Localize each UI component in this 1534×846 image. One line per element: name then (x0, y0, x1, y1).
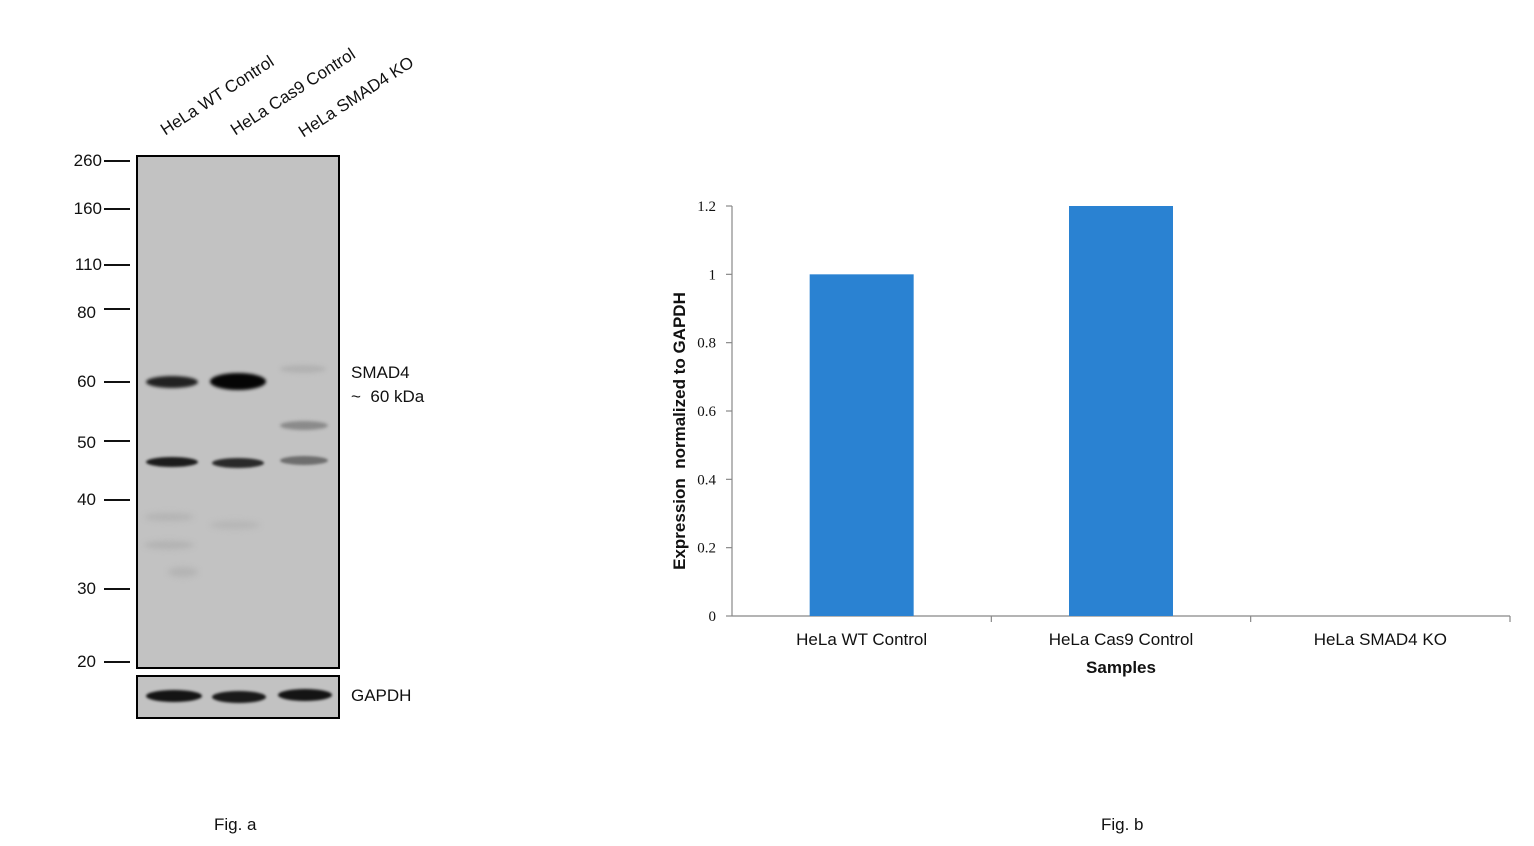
mw-label-60: 60 (77, 372, 96, 391)
mw-label-80: 80 (77, 303, 96, 322)
mw-tick (104, 661, 130, 663)
band-46kda-ko (280, 456, 328, 465)
band-smad4-cas9 (210, 373, 266, 390)
band-gapdh-wt (146, 690, 202, 702)
mw-tick (104, 381, 130, 383)
band-nonspecific-ko (280, 421, 328, 430)
band-gapdh-ko (278, 689, 332, 701)
bar (809, 274, 914, 616)
mw-label-50: 50 (77, 433, 96, 452)
band-smear (144, 541, 194, 549)
mw-tick (104, 208, 130, 210)
mw-tick (104, 160, 130, 162)
mw-tick (104, 440, 130, 442)
y-tick-label: 0 (709, 609, 717, 625)
band-smear (144, 513, 194, 521)
band-46kda-cas9 (212, 458, 264, 468)
x-tick-label: HeLa SMAD4 KO (1314, 630, 1447, 649)
mw-label-260: 260 (73, 151, 102, 170)
band-smear (210, 521, 260, 529)
mw-label-30: 30 (77, 579, 96, 598)
figure-b-caption: Fig. b (1101, 815, 1144, 834)
y-tick-label: 0.8 (697, 336, 716, 352)
x-tick-label: HeLa Cas9 Control (1049, 630, 1194, 649)
mw-tick (104, 264, 130, 266)
y-tick-label: 1.2 (697, 199, 716, 215)
mw-tick (104, 308, 130, 310)
y-tick-label: 0.2 (697, 541, 716, 557)
target-label: SMAD4 (351, 363, 410, 382)
band-smad4-wt (146, 376, 198, 388)
gapdh-blot-image (136, 675, 340, 719)
mw-label-40: 40 (77, 490, 96, 509)
band-46kda-wt (146, 457, 198, 467)
band-smear (168, 567, 198, 577)
figure-a-caption: Fig. a (214, 815, 257, 834)
smad4-blot-image (136, 155, 340, 669)
y-axis-label: Expression normalized to GAPDH (670, 292, 689, 570)
band-smad4-ko-faint (280, 365, 326, 373)
y-tick-label: 0.4 (697, 472, 716, 488)
mw-label-20: 20 (77, 652, 96, 671)
mw-tick (104, 588, 130, 590)
y-tick-label: 0.6 (697, 404, 716, 420)
target-size-label: ~ 60 kDa (351, 387, 425, 406)
band-gapdh-cas9 (212, 691, 266, 703)
loading-control-label: GAPDH (351, 686, 412, 705)
y-tick-label: 1 (709, 267, 717, 283)
x-axis-label: Samples (1086, 658, 1156, 677)
mw-label-160: 160 (73, 199, 102, 218)
bar (1069, 206, 1173, 616)
mw-label-110: 110 (74, 255, 102, 274)
mw-tick (104, 499, 130, 501)
x-tick-label: HeLa WT Control (796, 630, 927, 649)
